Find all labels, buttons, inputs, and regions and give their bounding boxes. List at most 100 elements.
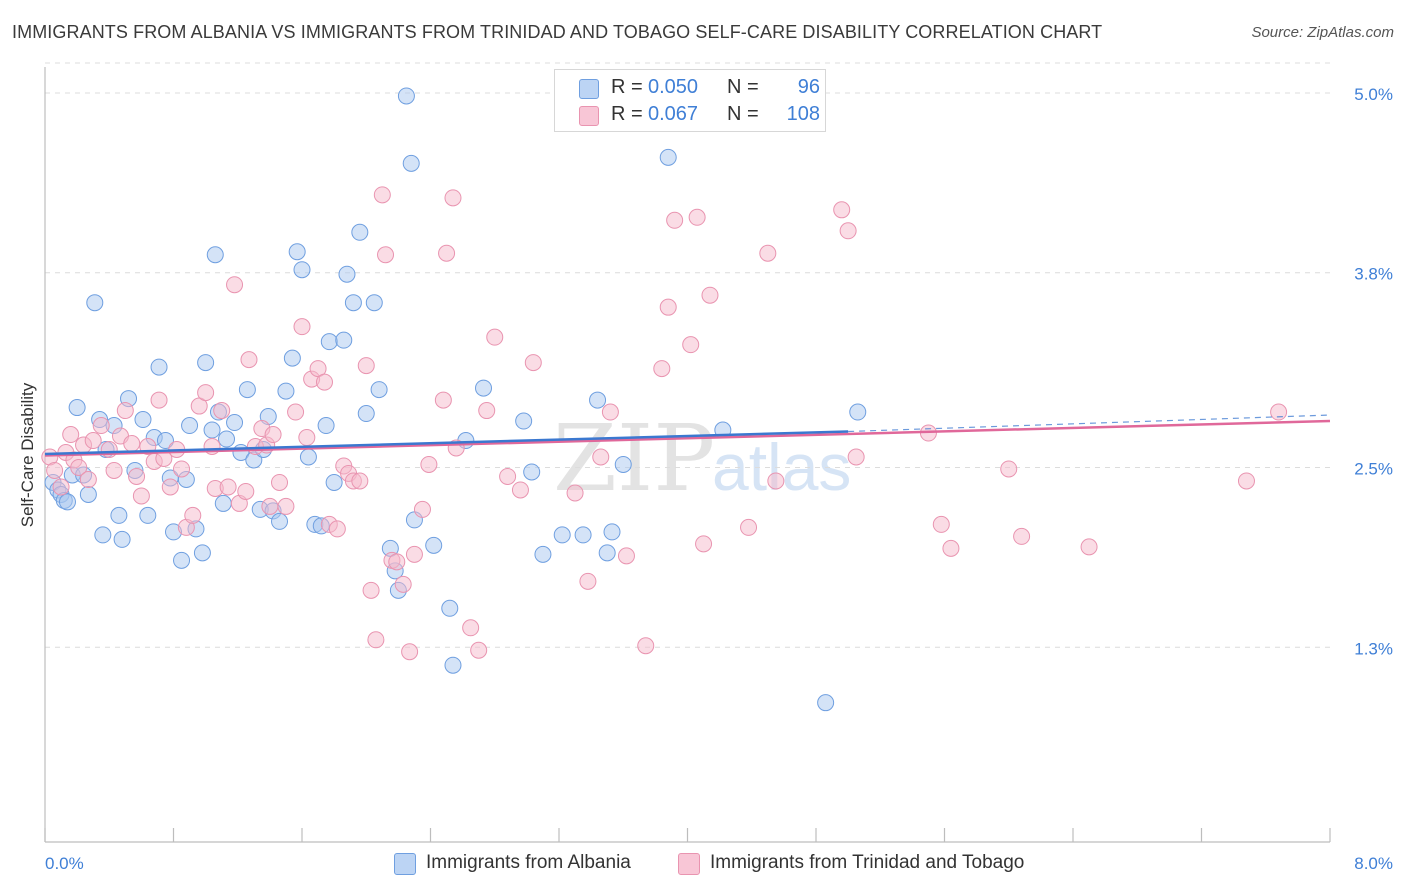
- data-point-trinidad: [413, 500, 431, 518]
- grid-lines: [45, 62, 1330, 648]
- y-tick-label: 2.5%: [1354, 459, 1393, 478]
- data-point-trinidad: [566, 484, 584, 502]
- data-point-albania: [817, 694, 835, 712]
- data-point-albania: [271, 512, 289, 530]
- tick-labels: 1.3% 2.5% 3.8% 5.0% 0.0% 8.0%: [45, 85, 1393, 873]
- data-point-trinidad: [942, 539, 960, 557]
- series-albania-points: [44, 87, 867, 712]
- data-point-trinidad: [601, 403, 619, 421]
- data-point-albania: [320, 333, 338, 351]
- data-point-albania: [203, 421, 221, 439]
- trend-line-albania-extension: [848, 414, 1331, 433]
- data-point-albania: [425, 536, 443, 554]
- data-point-albania: [277, 382, 295, 400]
- data-point-trinidad: [362, 581, 380, 599]
- data-point-albania: [659, 148, 677, 166]
- n-label: N =: [727, 103, 759, 125]
- data-point-albania: [365, 294, 383, 312]
- data-point-albania: [134, 411, 152, 429]
- data-point-trinidad: [173, 460, 191, 478]
- data-point-albania: [110, 506, 128, 524]
- data-point-trinidad: [377, 246, 395, 264]
- data-point-albania: [299, 448, 317, 466]
- legend-label-albania: Immigrants from Albania: [426, 852, 631, 873]
- data-point-albania: [214, 494, 232, 512]
- data-point-trinidad: [105, 461, 123, 479]
- data-point-trinidad: [434, 391, 452, 409]
- data-point-albania: [523, 463, 541, 481]
- data-point-albania: [293, 261, 311, 279]
- data-point-trinidad: [293, 318, 311, 336]
- data-point-trinidad: [617, 547, 635, 565]
- y-tick-label: 3.8%: [1354, 265, 1393, 284]
- data-point-albania: [441, 599, 459, 617]
- data-point-trinidad: [1000, 460, 1018, 478]
- data-point-trinidad: [444, 189, 462, 207]
- data-point-albania: [351, 223, 369, 241]
- data-point-trinidad: [740, 518, 758, 536]
- data-point-albania: [173, 551, 191, 569]
- data-point-trinidad: [659, 298, 677, 316]
- data-point-albania: [197, 354, 215, 372]
- data-point-albania: [206, 246, 224, 264]
- data-point-albania: [139, 506, 157, 524]
- data-point-trinidad: [470, 641, 488, 659]
- data-point-albania: [68, 399, 86, 417]
- data-point-trinidad: [388, 553, 406, 571]
- data-point-trinidad: [261, 497, 279, 515]
- data-point-trinidad: [666, 211, 684, 229]
- data-point-albania: [603, 523, 621, 541]
- data-point-albania: [357, 405, 375, 423]
- data-point-albania: [598, 544, 616, 562]
- x-tick-label: 0.0%: [45, 854, 84, 873]
- data-point-trinidad: [213, 402, 231, 420]
- data-point-albania: [344, 294, 362, 312]
- data-point-albania: [156, 432, 174, 450]
- data-point-albania: [589, 391, 607, 409]
- data-point-trinidad: [128, 467, 146, 485]
- data-point-albania: [397, 87, 415, 105]
- data-point-trinidad: [1237, 472, 1255, 490]
- data-point-trinidad: [420, 455, 438, 473]
- data-point-trinidad: [271, 473, 289, 491]
- data-point-trinidad: [682, 336, 700, 354]
- data-point-trinidad: [315, 373, 333, 391]
- data-point-trinidad: [132, 487, 150, 505]
- data-point-trinidad: [839, 222, 857, 240]
- data-point-trinidad: [688, 208, 706, 226]
- data-point-albania: [79, 485, 97, 503]
- data-point-trinidad: [79, 470, 97, 488]
- data-point-trinidad: [237, 482, 255, 500]
- data-point-trinidad: [759, 244, 777, 262]
- trend-line-trinidad: [44, 419, 1331, 457]
- data-point-albania: [150, 358, 168, 376]
- data-point-trinidad: [150, 391, 168, 409]
- data-point-trinidad: [637, 637, 655, 655]
- stats-box: R = 0.050 N = 96 R = 0.067 N = 108: [554, 69, 826, 132]
- trinidad-legend-swatch: [678, 853, 700, 875]
- data-point-albania: [218, 430, 236, 448]
- trend-lines: [44, 414, 1331, 457]
- data-point-albania: [317, 417, 335, 435]
- watermark-atlas: atlas: [712, 430, 851, 504]
- data-point-trinidad: [653, 360, 671, 378]
- data-point-trinidad: [328, 520, 346, 538]
- data-point-albania: [553, 526, 571, 544]
- data-point-albania: [370, 381, 388, 399]
- data-point-trinidad: [219, 478, 237, 496]
- data-point-trinidad: [1080, 538, 1098, 556]
- data-point-albania: [402, 154, 420, 172]
- data-point-trinidad: [1270, 403, 1288, 421]
- chart-title: IMMIGRANTS FROM ALBANIA VS IMMIGRANTS FR…: [12, 22, 1103, 42]
- data-point-trinidad: [695, 535, 713, 553]
- r-value-trinidad: 0.067: [648, 103, 699, 125]
- data-point-albania: [444, 656, 462, 674]
- data-point-trinidad: [298, 429, 316, 447]
- data-point-albania: [283, 349, 301, 367]
- data-point-trinidad: [373, 186, 391, 204]
- source-label: Source: ZipAtlas.com: [1251, 24, 1394, 41]
- data-point-trinidad: [123, 435, 141, 453]
- data-point-trinidad: [932, 515, 950, 533]
- data-point-trinidad: [197, 384, 215, 402]
